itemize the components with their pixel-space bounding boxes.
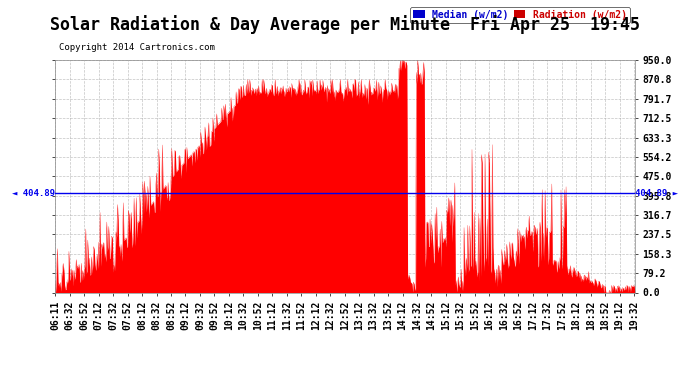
Text: ◄ 404.89: ◄ 404.89 (12, 189, 55, 198)
Text: 404.89 ►: 404.89 ► (635, 189, 678, 198)
Text: Solar Radiation & Day Average per Minute  Fri Apr 25  19:45: Solar Radiation & Day Average per Minute… (50, 15, 640, 34)
Text: Copyright 2014 Cartronics.com: Copyright 2014 Cartronics.com (59, 43, 215, 52)
Legend: Median (w/m2), Radiation (w/m2): Median (w/m2), Radiation (w/m2) (410, 7, 630, 22)
